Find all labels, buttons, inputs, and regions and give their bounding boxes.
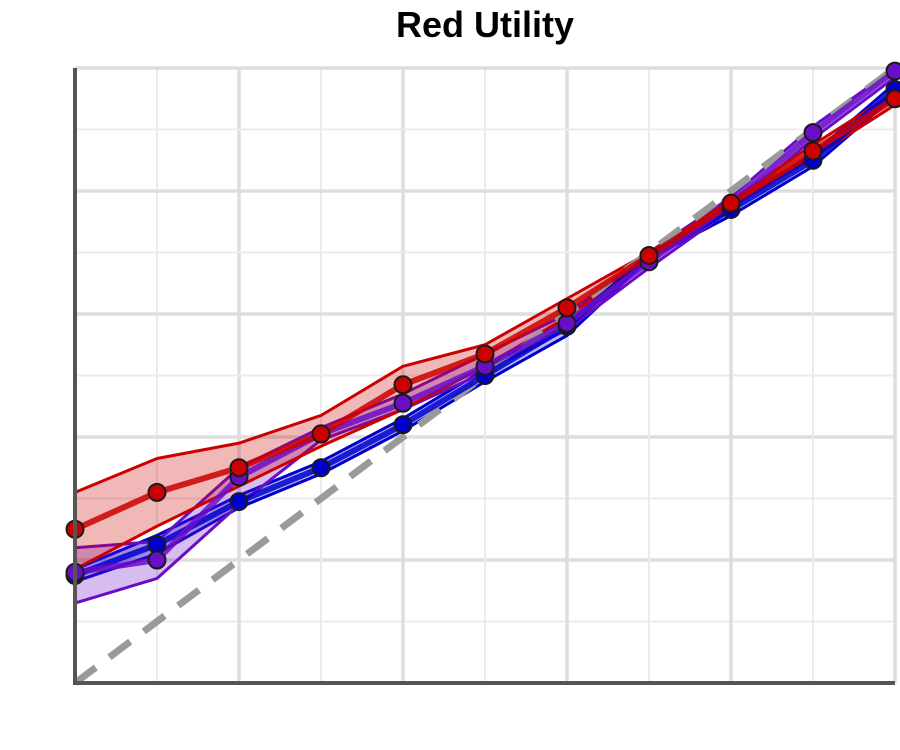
data-point [639,246,659,266]
data-point [229,492,249,512]
data-point [229,458,249,478]
data-point [311,458,331,478]
data-point [557,298,577,318]
series-points [65,61,900,585]
data-point [393,415,413,435]
data-point [311,424,331,444]
data-point [885,89,900,109]
data-point [803,141,823,161]
data-point [393,375,413,395]
chart-title: Red Utility [396,4,574,45]
data-point [147,482,167,502]
data-point [393,393,413,413]
data-point [475,344,495,364]
data-point [147,550,167,570]
data-point [803,123,823,143]
data-point [885,61,900,81]
grid [73,66,897,685]
data-point [721,193,741,213]
